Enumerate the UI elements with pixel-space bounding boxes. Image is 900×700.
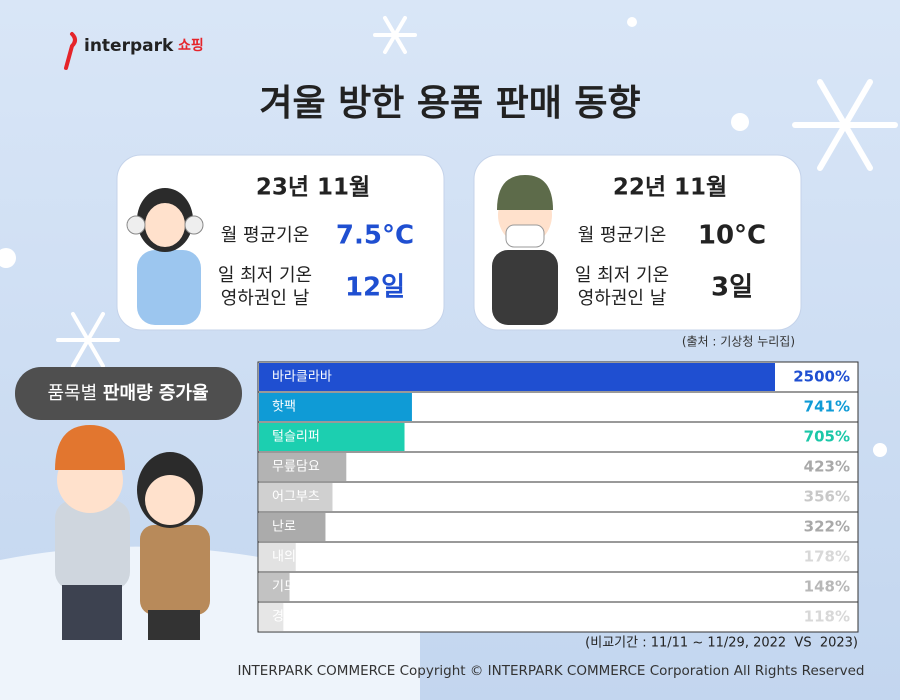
bar (259, 573, 290, 601)
cold-person (126, 188, 204, 325)
logo-mark (64, 32, 77, 70)
row-frame (257, 571, 859, 603)
kids-illustration (55, 425, 210, 640)
value-label: 705% (804, 428, 850, 446)
category-label: 핫팩 (272, 400, 296, 415)
logo: interpark (84, 36, 174, 56)
row-frame (257, 541, 859, 573)
avg-value: 10°C (698, 221, 766, 251)
days-label: 영하권인 날 (221, 288, 310, 309)
chart-title: 품목별 판매량 증가율 (47, 383, 208, 404)
chart-note: (비교기간 : 11/11 ~ 11/29, 2022 VS 2023) (585, 636, 858, 651)
bar (259, 483, 333, 511)
category-label: 기모제품 (272, 580, 320, 595)
bar (259, 513, 326, 541)
avg-label: 월 평균기온 (578, 225, 667, 246)
days-label: 일 최저 기온 (575, 265, 669, 286)
source: (출처 : 기상청 누리집) (682, 335, 795, 349)
days-value: 12일 (345, 273, 405, 303)
days-label: 영하권인 날 (578, 288, 667, 309)
value-label: 741% (804, 398, 850, 416)
logo-suffix: 쇼핑 (178, 37, 204, 54)
snowflakes (56, 16, 898, 368)
category-label: 바라클라바 (272, 370, 332, 385)
value-label: 2500% (793, 368, 850, 386)
snow-dot (0, 248, 16, 268)
value-label: 148% (804, 578, 850, 596)
avg-value: 7.5°C (336, 221, 414, 251)
bar (259, 603, 284, 631)
category-label: 내의 (272, 550, 296, 565)
bar (259, 363, 775, 391)
snow-dot (873, 443, 887, 457)
category-label: 무릎담요 (272, 460, 320, 475)
snow-dot (627, 17, 637, 27)
chart-title-emphasis: 판매량 증가율 (103, 383, 209, 404)
chart-title-pill (15, 367, 242, 420)
category-label: 어그부츠 (272, 490, 320, 505)
row-frame (257, 451, 859, 483)
category-label: 난로 (272, 520, 296, 535)
category-label: 경량패딩 (272, 610, 320, 625)
bar (259, 423, 405, 451)
row-frame (257, 601, 859, 633)
footer: INTERPARK COMMERCE Copyright © INTERPARK… (237, 663, 864, 679)
days-label: 일 최저 기온 (218, 265, 312, 286)
value-label: 322% (804, 518, 850, 536)
bar (259, 393, 412, 421)
value-label: 423% (804, 458, 850, 476)
value-label: 356% (804, 488, 850, 506)
bar-chart: 바라클라바 2500% 핫팩 741% 털슬리퍼 705% 무릎담요 423% 어그부츠 356%… (257, 361, 859, 633)
snow-dot (731, 113, 749, 131)
value-label: 118% (804, 608, 850, 626)
row-frame (257, 511, 859, 543)
card-heading: 23년 11월 (256, 175, 370, 201)
chart-title-text: 품목별 (47, 383, 97, 404)
avg-label: 월 평균기온 (221, 225, 310, 246)
masked-person (492, 175, 558, 325)
bar (259, 453, 347, 481)
bar (259, 543, 296, 571)
page-title: 겨울 방한 용품 판매 동향 (259, 83, 640, 124)
row-frame (257, 481, 859, 513)
category-label: 털슬리퍼 (272, 430, 320, 445)
value-label: 178% (804, 548, 850, 566)
card-heading: 22년 11월 (613, 175, 727, 201)
days-value: 3일 (711, 273, 753, 303)
